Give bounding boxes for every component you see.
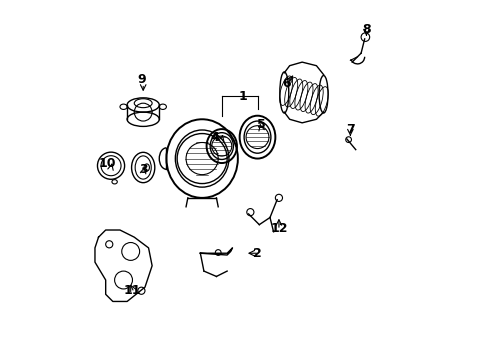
Text: 5: 5 <box>257 118 266 131</box>
Text: 9: 9 <box>137 73 146 86</box>
Text: 4: 4 <box>210 131 219 144</box>
Text: 3: 3 <box>139 163 147 176</box>
Text: 8: 8 <box>362 23 371 36</box>
Text: 6: 6 <box>282 77 291 90</box>
Text: 11: 11 <box>123 284 141 297</box>
Polygon shape <box>95 230 152 301</box>
Text: 10: 10 <box>98 157 116 170</box>
Text: 7: 7 <box>346 123 355 136</box>
Text: 2: 2 <box>253 247 262 260</box>
Text: 1: 1 <box>239 90 247 103</box>
Text: 12: 12 <box>270 222 288 235</box>
Polygon shape <box>200 248 232 255</box>
